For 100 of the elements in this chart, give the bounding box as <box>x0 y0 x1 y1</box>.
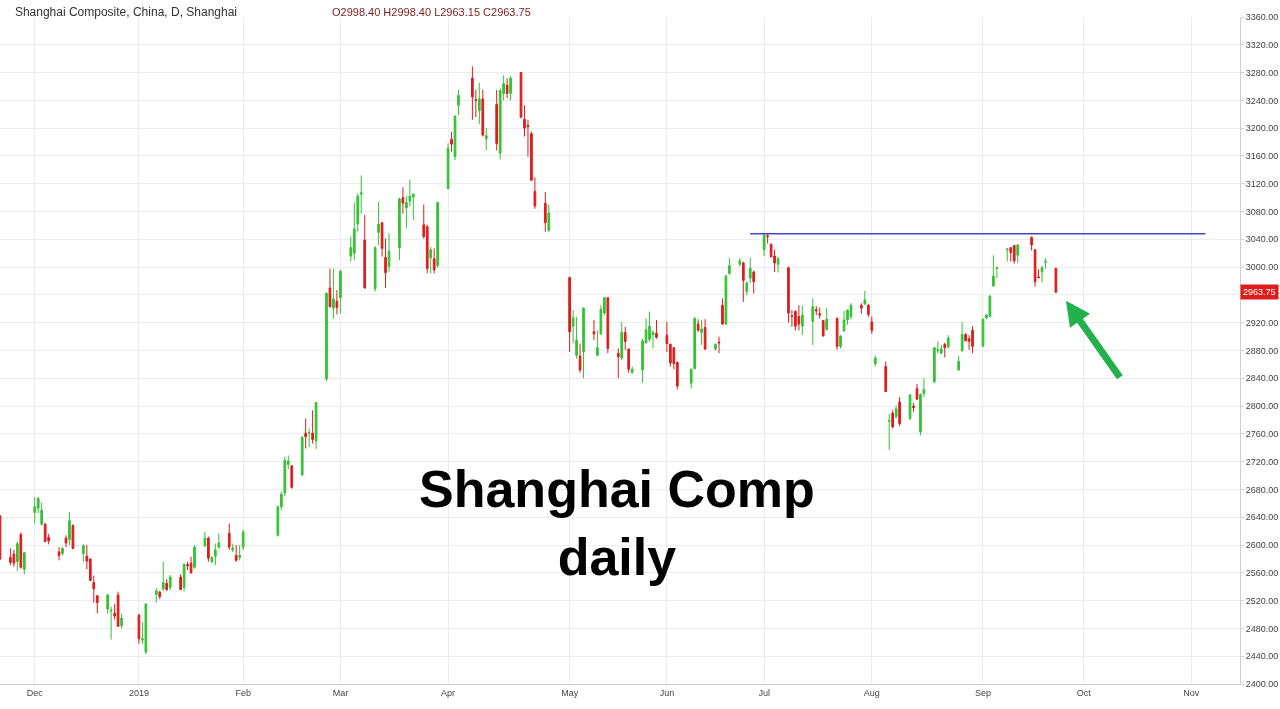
candlestick <box>401 186 405 215</box>
candlestick <box>495 89 499 151</box>
candlestick <box>693 316 697 370</box>
candlestick <box>860 302 863 315</box>
candlestick <box>700 319 703 346</box>
candlestick <box>766 232 769 244</box>
candlestick <box>450 131 453 153</box>
candlestick <box>863 290 867 306</box>
candlestick <box>703 318 707 351</box>
candlestick <box>193 544 196 570</box>
y-tick-label: 3360.00 <box>1245 12 1279 23</box>
candlestick <box>971 325 974 354</box>
x-tick-label: Jun <box>659 687 675 698</box>
candlestick <box>307 427 311 448</box>
candlestick <box>332 268 335 320</box>
candlestick <box>64 534 68 548</box>
candlestick <box>946 334 950 349</box>
y-tick-label: 3320.00 <box>1245 39 1279 50</box>
candlestick <box>509 75 512 101</box>
candlestick <box>436 201 439 269</box>
chart-title: Shanghai Composite, China, D, Shanghai <box>14 5 238 20</box>
candlestick <box>9 548 12 566</box>
candlestick <box>870 315 874 335</box>
candlestick <box>839 334 842 349</box>
candlestick <box>203 531 207 548</box>
y-tick-label: 2680.00 <box>1245 484 1279 495</box>
candlestick <box>655 319 658 340</box>
candlestick <box>794 309 797 331</box>
candlestick <box>158 590 162 600</box>
candlestick <box>168 574 172 591</box>
candlestick <box>304 418 308 449</box>
candlestick <box>1005 247 1009 263</box>
candlestick <box>477 82 481 125</box>
candlestick <box>234 544 238 563</box>
candlestick <box>68 511 71 546</box>
y-tick-label: 2720.00 <box>1245 456 1279 467</box>
x-tick-label: Feb <box>235 687 251 698</box>
candlestick <box>453 114 457 161</box>
y-tick-label: 2800.00 <box>1245 401 1279 412</box>
y-tick-label: 2920.00 <box>1245 317 1279 328</box>
candlestick <box>988 294 992 318</box>
x-tick-label: Jul <box>758 687 770 698</box>
candlestick <box>825 307 829 331</box>
candlestick <box>12 549 16 568</box>
candlestick <box>106 593 110 615</box>
y-tick-label: 2560.00 <box>1245 567 1279 578</box>
candlestick <box>748 257 752 284</box>
x-tick-label: May <box>561 687 579 698</box>
candlestick <box>165 578 169 592</box>
candlestick <box>481 89 485 137</box>
candlestick <box>1030 236 1033 251</box>
x-tick-label: Nov <box>1183 687 1200 698</box>
candlestick <box>776 256 780 274</box>
candlestick <box>717 336 721 354</box>
candlestick <box>741 261 745 303</box>
y-tick-label: 3080.00 <box>1245 206 1279 217</box>
candlestick <box>630 365 634 374</box>
candlestick <box>398 197 401 261</box>
candlestick <box>335 289 339 315</box>
candlestick <box>207 536 210 563</box>
candlestick <box>137 613 141 645</box>
x-tick-label: 2019 <box>128 687 149 698</box>
x-tick-label: Sep <box>974 687 991 698</box>
candlestick <box>606 296 610 354</box>
x-tick-label: Mar <box>332 687 349 698</box>
candlestick <box>738 257 742 267</box>
y-tick-label: 2480.00 <box>1245 623 1279 634</box>
candlestick <box>471 65 474 121</box>
candlestick <box>1009 246 1013 263</box>
candlestick <box>116 591 120 628</box>
candlestick <box>186 561 189 571</box>
candlestick <box>154 587 158 604</box>
y-tick-label: 2880.00 <box>1245 345 1279 356</box>
candlestick <box>547 204 551 233</box>
y-tick-label: 2600.00 <box>1245 540 1279 551</box>
y-tick-label: 3000.00 <box>1245 262 1279 273</box>
candlestick <box>432 247 436 274</box>
candlestick <box>16 541 19 572</box>
y-tick-label: 3040.00 <box>1245 234 1279 245</box>
candlestick <box>182 562 186 593</box>
candlestick <box>887 413 891 451</box>
candlestick <box>95 594 99 614</box>
candlestick <box>912 402 915 413</box>
y-tick-label: 2640.00 <box>1245 512 1279 523</box>
y-tick-label: 3280.00 <box>1245 67 1279 78</box>
candlestick <box>752 270 756 295</box>
candlestick <box>238 544 242 561</box>
candlestick <box>300 435 304 477</box>
candlestick <box>189 556 193 575</box>
candlestick <box>33 496 37 524</box>
candlestick <box>801 305 804 336</box>
annotation: 2963.75 <box>1243 287 1276 297</box>
y-tick-label: 3200.00 <box>1245 123 1279 134</box>
candlestick <box>377 201 380 246</box>
candlestick <box>894 404 898 420</box>
candlestick <box>1016 243 1020 264</box>
candlestick <box>429 246 433 274</box>
candlestick <box>1033 248 1037 288</box>
x-tick-label: Apr <box>441 687 456 698</box>
candlestick <box>811 297 815 346</box>
